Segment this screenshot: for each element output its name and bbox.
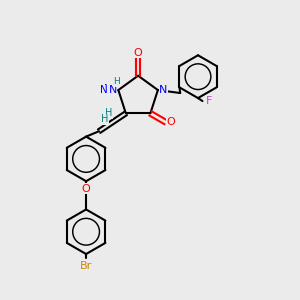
Text: H: H	[113, 77, 120, 86]
Text: N: N	[104, 84, 112, 94]
Text: H: H	[105, 108, 112, 118]
Text: H: H	[104, 84, 112, 94]
Text: O: O	[167, 117, 176, 127]
Text: O: O	[82, 184, 91, 194]
Text: NH: NH	[100, 85, 116, 95]
Text: Br: Br	[80, 262, 92, 272]
Text: F: F	[206, 96, 212, 106]
Text: N: N	[109, 85, 117, 95]
Text: H: H	[109, 85, 117, 95]
Text: O: O	[134, 47, 142, 58]
Text: H: H	[101, 114, 109, 124]
Text: N: N	[159, 85, 168, 95]
